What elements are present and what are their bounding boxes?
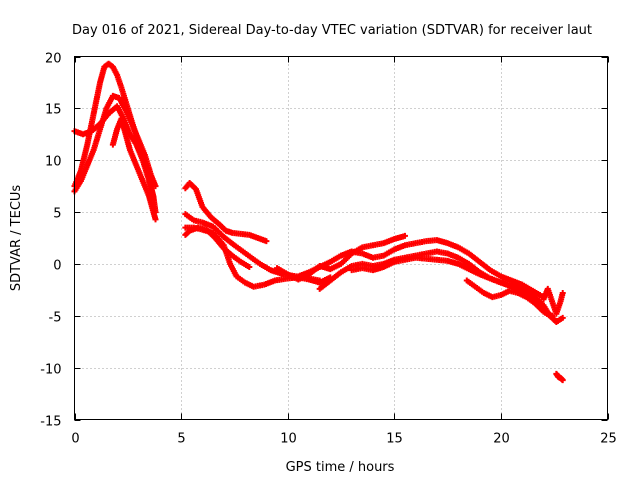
data-point <box>263 238 270 245</box>
x-tick-label: 0 <box>71 432 79 447</box>
y-tick-label: -5 <box>49 311 62 326</box>
x-tick-label: 15 <box>386 432 403 447</box>
series-track-13 <box>463 277 556 319</box>
data-point <box>559 377 566 384</box>
chart-title: Day 016 of 2021, Sidereal Day-to-day VTE… <box>72 23 592 38</box>
series-track-12 <box>348 254 566 326</box>
x-tick-label: 20 <box>493 432 510 447</box>
series-track-5 <box>182 180 270 245</box>
series-track-8 <box>182 224 253 271</box>
data-point <box>401 232 408 239</box>
data-point <box>246 264 253 271</box>
series-track-10 <box>295 237 547 301</box>
y-tick-label: -10 <box>40 363 61 378</box>
series-track-15 <box>553 370 566 384</box>
y-tick-label: 0 <box>53 259 61 274</box>
y-tick-label: -15 <box>40 415 61 430</box>
series-track-4 <box>109 115 159 223</box>
x-tick-label: 10 <box>280 432 297 447</box>
x-tick-label: 5 <box>177 432 185 447</box>
data-point <box>152 216 159 223</box>
y-tick-label: 10 <box>45 155 62 170</box>
data-point <box>559 289 566 296</box>
data-points <box>71 60 566 384</box>
y-tick-label: 20 <box>45 52 62 67</box>
x-tick-label: 25 <box>600 432 617 447</box>
plot-frame <box>74 56 608 420</box>
data-point <box>559 314 566 321</box>
grid-lines <box>74 56 608 420</box>
series-track-7 <box>182 224 334 290</box>
data-point <box>549 312 556 319</box>
series-track-14 <box>540 285 566 317</box>
y-axis-label: SDTVAR / TECUs <box>9 185 24 292</box>
axis-ticks: 0 5 10 15 20 25 -15 -10 -5 0 5 10 15 20 <box>40 52 617 447</box>
x-axis-label: GPS time / hours <box>286 460 395 475</box>
series-track-2 <box>71 92 159 195</box>
y-tick-label: 15 <box>45 103 62 118</box>
y-tick-label: 5 <box>53 207 61 222</box>
